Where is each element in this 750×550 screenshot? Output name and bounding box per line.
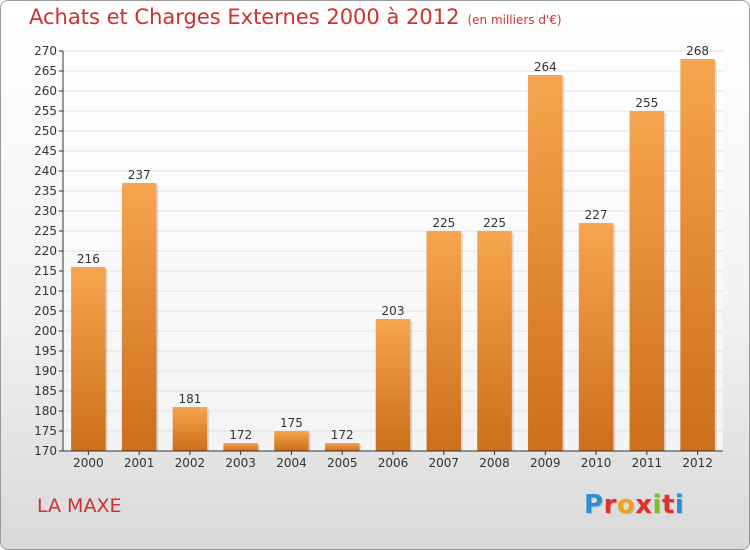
bar <box>121 183 157 451</box>
y-tick-label: 245 <box>34 144 57 158</box>
x-tick-label: 2006 <box>378 456 409 470</box>
commune-name: LA MAXE <box>37 495 122 517</box>
chart-subtitle: (en milliers d'€) <box>467 13 562 27</box>
axes <box>59 50 723 455</box>
y-tick-label: 250 <box>34 124 57 138</box>
y-tick-label: 240 <box>34 164 57 178</box>
x-tick-label: 2008 <box>479 456 510 470</box>
logo-letter: i <box>674 490 685 520</box>
x-tick-label: 2003 <box>225 456 256 470</box>
y-tick-label: 195 <box>34 344 57 358</box>
data-label: 172 <box>331 428 354 442</box>
x-tick-label: 2001 <box>124 456 155 470</box>
x-tick-label: 2007 <box>428 456 459 470</box>
data-label: 255 <box>635 96 658 110</box>
bar <box>578 223 614 451</box>
data-label: 227 <box>585 208 608 222</box>
bar <box>223 443 258 451</box>
bar <box>528 75 563 451</box>
y-tick-label: 185 <box>34 384 57 398</box>
y-tick-label: 180 <box>34 404 57 418</box>
x-tick-label: 2005 <box>327 456 358 470</box>
y-tick-label: 215 <box>34 264 57 278</box>
bars <box>71 59 717 451</box>
y-tick-label: 225 <box>34 224 57 238</box>
y-tick-label: 230 <box>34 204 57 218</box>
bar <box>274 431 309 451</box>
y-tick-label: 200 <box>34 324 57 338</box>
x-tick-label: 2011 <box>632 456 663 470</box>
x-tick-label: 2004 <box>276 456 307 470</box>
x-tick-label: 2002 <box>175 456 206 470</box>
bar <box>375 319 411 451</box>
x-tick-label: 2000 <box>73 456 104 470</box>
y-tick-label: 205 <box>34 304 57 318</box>
data-label: 216 <box>77 252 100 266</box>
y-tick-label: 220 <box>34 244 57 258</box>
y-tick-label: 260 <box>34 84 57 98</box>
data-label: 203 <box>382 304 405 318</box>
data-label: 264 <box>534 60 557 74</box>
logo-letter: i <box>652 490 662 520</box>
y-tick-label: 235 <box>34 184 57 198</box>
y-tick-label: 265 <box>34 64 57 78</box>
data-label: 225 <box>432 216 455 230</box>
data-label: 237 <box>128 168 151 182</box>
x-tick-label: 2012 <box>682 456 713 470</box>
y-tick-label: 190 <box>34 364 57 378</box>
bar <box>477 231 512 451</box>
y-tick-label: 255 <box>34 104 57 118</box>
bar <box>426 231 462 451</box>
logo-letter: r <box>603 490 617 520</box>
bar <box>172 407 208 451</box>
data-label: 172 <box>229 428 252 442</box>
logo-letter: x <box>635 490 653 520</box>
x-tick-label: 2010 <box>581 456 612 470</box>
data-label: 175 <box>280 416 303 430</box>
data-label: 268 <box>686 44 709 58</box>
y-tick-label: 170 <box>34 444 57 458</box>
bar <box>324 443 360 451</box>
proxiti-logo: Proxiti <box>584 490 684 520</box>
logo-letter: P <box>584 490 604 520</box>
bar <box>680 59 715 451</box>
data-label: 225 <box>483 216 506 230</box>
title-text: Achats et Charges Externes 2000 à 2012 <box>29 5 460 29</box>
x-tick-label: 2009 <box>530 456 561 470</box>
data-label: 181 <box>178 392 201 406</box>
logo-letter: o <box>616 490 636 520</box>
y-tick-label: 175 <box>34 424 57 438</box>
chart-title: Achats et Charges Externes 2000 à 2012 (e… <box>29 5 562 29</box>
logo-letter: t <box>661 490 675 520</box>
labels: 170 175 180 185 190 195 200 205 210 215 220 225 230 2… <box>34 44 713 470</box>
bar <box>71 267 106 451</box>
y-tick-label: 270 <box>34 44 57 58</box>
y-tick-label: 210 <box>34 284 57 298</box>
bar <box>629 111 665 451</box>
